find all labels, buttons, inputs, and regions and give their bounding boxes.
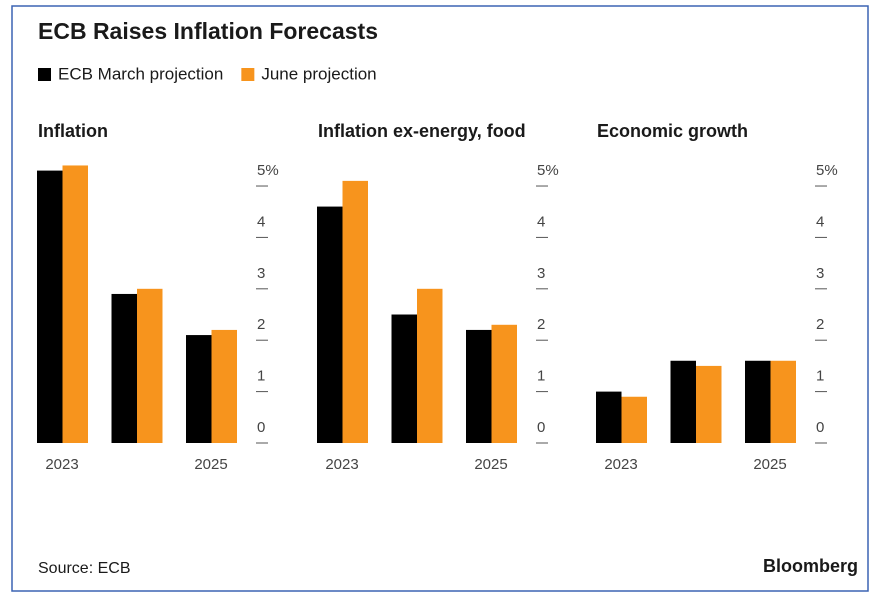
chart-title: ECB Raises Inflation Forecasts bbox=[38, 18, 378, 44]
y-tick-label: 2 bbox=[257, 316, 265, 333]
bar bbox=[621, 396, 647, 443]
y-tick-label: 1 bbox=[257, 368, 265, 385]
source: Source: ECB bbox=[38, 560, 130, 577]
y-tick-label: 2 bbox=[537, 316, 545, 333]
y-tick-label: 3 bbox=[537, 265, 545, 282]
bar bbox=[37, 170, 63, 443]
bar bbox=[491, 324, 517, 443]
bar bbox=[466, 329, 492, 443]
panel-title: Inflation bbox=[38, 121, 108, 141]
y-tick-label: 4 bbox=[257, 213, 265, 230]
y-tick-label: 4 bbox=[816, 213, 824, 230]
x-tick-label: 2025 bbox=[753, 456, 786, 473]
x-tick-label: 2025 bbox=[474, 456, 507, 473]
y-tick-label: 5% bbox=[816, 162, 838, 179]
bar bbox=[186, 335, 212, 443]
bar bbox=[391, 314, 417, 443]
y-tick-label: 0 bbox=[816, 419, 824, 436]
y-tick-label: 0 bbox=[257, 419, 265, 436]
bar bbox=[137, 288, 163, 443]
y-tick-label: 5% bbox=[537, 162, 559, 179]
y-tick-label: 1 bbox=[537, 368, 545, 385]
y-tick-label: 3 bbox=[816, 265, 824, 282]
bar bbox=[317, 206, 343, 443]
y-tick-label: 1 bbox=[816, 368, 824, 385]
x-tick-label: 2025 bbox=[194, 456, 227, 473]
bar bbox=[770, 360, 796, 443]
bar bbox=[111, 293, 137, 443]
legend-label: ECB March projection bbox=[58, 64, 223, 83]
brand: Bloomberg bbox=[763, 556, 858, 576]
bar bbox=[670, 360, 696, 443]
panel-title: Inflation ex-energy, food bbox=[318, 121, 526, 141]
x-tick-label: 2023 bbox=[604, 456, 637, 473]
panel-title: Economic growth bbox=[597, 121, 748, 141]
legend-label: June projection bbox=[261, 64, 376, 83]
bar bbox=[745, 360, 771, 443]
bar bbox=[62, 165, 88, 443]
y-tick-label: 4 bbox=[537, 213, 545, 230]
bar bbox=[417, 288, 443, 443]
frame bbox=[11, 5, 869, 592]
y-tick-label: 0 bbox=[537, 419, 545, 436]
bar bbox=[342, 180, 368, 443]
y-tick-label: 3 bbox=[257, 265, 265, 282]
legend-swatch bbox=[241, 68, 255, 81]
bar bbox=[596, 391, 622, 443]
legend-swatch bbox=[38, 68, 51, 81]
bar bbox=[211, 329, 237, 443]
x-tick-label: 2023 bbox=[325, 456, 358, 473]
x-tick-label: 2023 bbox=[45, 456, 78, 473]
bar bbox=[696, 365, 722, 443]
y-tick-label: 5% bbox=[257, 162, 279, 179]
y-tick-label: 2 bbox=[816, 316, 824, 333]
